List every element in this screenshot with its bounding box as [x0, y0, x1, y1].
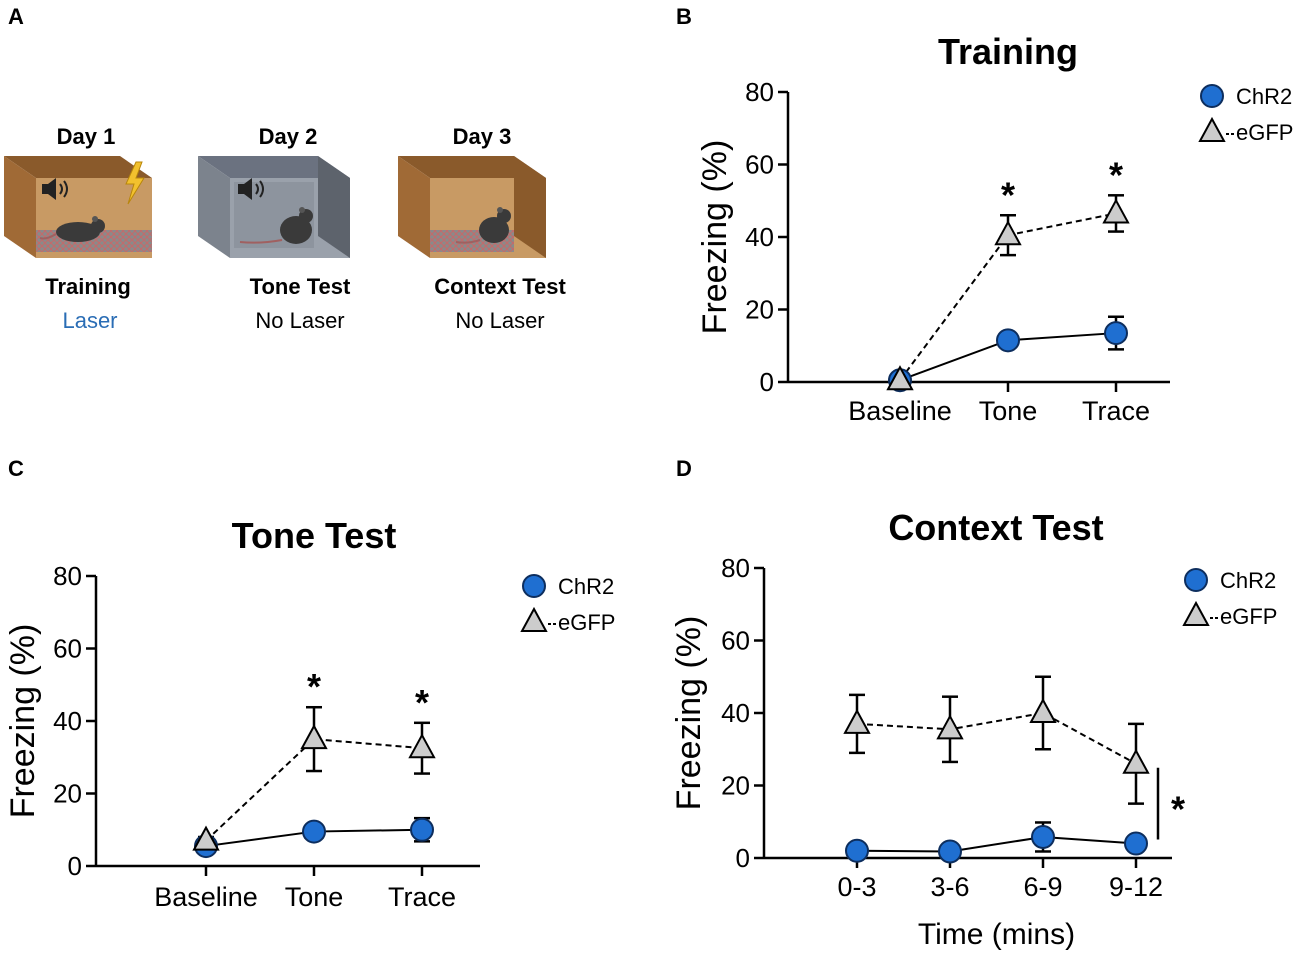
- context-test-chamber: [398, 156, 546, 258]
- x-axis-label: Time (mins): [918, 918, 1075, 951]
- legend-marker-egfp: [1182, 600, 1210, 626]
- y-tick-label: 60: [721, 626, 750, 656]
- legend-marker-egfp: [520, 606, 548, 632]
- panel-label-d: D: [676, 456, 692, 481]
- phase-context-test: Context Test: [434, 274, 566, 299]
- x-tick-label: Trace: [1082, 396, 1150, 426]
- x-tick-label: Trace: [388, 882, 456, 912]
- legend-label-egfp: eGFP: [558, 610, 615, 635]
- data-point-chr2: [996, 328, 1020, 353]
- x-tick-label: Tone: [285, 882, 344, 912]
- phase-training: Training: [45, 274, 131, 299]
- y-tick-label: 0: [760, 367, 774, 397]
- y-axis-label: Freezing (%): [4, 624, 42, 819]
- data-point-egfp: [886, 365, 914, 391]
- mouse-icon: [455, 207, 511, 244]
- panel-label-b: B: [676, 4, 692, 29]
- legend-label-chr2: ChR2: [1236, 84, 1292, 109]
- x-tick-label: 6-9: [1023, 872, 1062, 902]
- x-tick-label: 0-3: [837, 872, 876, 902]
- day-3-title: Day 3: [453, 124, 512, 149]
- series-line-egfp: [856, 711, 1137, 765]
- data-point-chr2: [1031, 824, 1055, 849]
- y-axis-label: Freezing (%): [670, 616, 708, 811]
- speaker-icon: [42, 178, 68, 200]
- data-point-egfp: [1029, 697, 1057, 723]
- data-point-chr2: [845, 838, 869, 863]
- chart-training: Training Freezing (%) 0 20 40 60 80 Baseline Ton…: [696, 31, 1293, 426]
- data-point-chr2: [410, 817, 434, 842]
- y-tick-label: 40: [745, 222, 774, 252]
- data-point-egfp: [1122, 748, 1150, 774]
- significance-star: *: [1001, 174, 1015, 215]
- significance-star: *: [307, 666, 321, 707]
- phase-tone-test: Tone Test: [250, 274, 351, 299]
- y-tick-label: 20: [745, 295, 774, 325]
- significance-star: *: [1109, 154, 1123, 195]
- laser-day-3: No Laser: [455, 308, 544, 333]
- y-tick-label: 0: [736, 843, 750, 873]
- y-tick-label: 60: [53, 634, 82, 664]
- y-tick-label: 0: [68, 851, 82, 881]
- data-point-egfp: [408, 733, 436, 759]
- data-point-chr2: [1124, 831, 1148, 856]
- y-tick-label: 80: [53, 561, 82, 591]
- mouse-icon: [39, 216, 105, 242]
- laser-day-1: Laser: [62, 308, 117, 333]
- x-tick-label: 3-6: [930, 872, 969, 902]
- data-point-chr2: [302, 819, 326, 844]
- schematic: Day 1 Day 2 Day 3: [4, 124, 566, 333]
- data-point-egfp: [936, 714, 964, 740]
- chart-tone-test: Tone Test Freezing (%) 0 20 40 60 80 Baseline To…: [4, 515, 615, 912]
- legend-marker-chr2: [522, 574, 546, 598]
- data-point-chr2: [1104, 321, 1128, 346]
- legend-label-chr2: ChR2: [1220, 568, 1276, 593]
- x-tick-label: 9-12: [1109, 872, 1163, 902]
- laser-day-2: No Laser: [255, 308, 344, 333]
- series-line-chr2: [856, 835, 1137, 853]
- x-tick-label: Baseline: [154, 882, 258, 912]
- significance-star: *: [415, 682, 429, 723]
- training-chamber: [4, 156, 152, 258]
- y-tick-label: 20: [53, 779, 82, 809]
- y-tick-label: 80: [745, 77, 774, 107]
- data-point-egfp: [843, 708, 871, 734]
- chart-title: Context Test: [888, 507, 1103, 548]
- data-point-chr2: [938, 839, 962, 864]
- y-tick-label: 20: [721, 771, 750, 801]
- chart-title: Training: [938, 31, 1078, 72]
- legend-marker-chr2: [1200, 84, 1224, 108]
- chart-context-test: Context Test Freezing (%) 0 20 40 60 80 0-3 3-6 6…: [670, 507, 1277, 951]
- data-point-egfp: [994, 220, 1022, 246]
- tone-test-chamber: [198, 156, 350, 258]
- x-tick-label: Baseline: [848, 396, 952, 426]
- x-tick-label: Tone: [979, 396, 1038, 426]
- legend-label-chr2: ChR2: [558, 574, 614, 599]
- legend-marker-egfp: [1198, 116, 1226, 142]
- chart-title: Tone Test: [232, 515, 397, 556]
- legend-marker-chr2: [1184, 568, 1208, 592]
- data-point-egfp: [1102, 198, 1130, 224]
- y-tick-label: 60: [745, 150, 774, 180]
- data-point-egfp: [300, 724, 328, 750]
- mouse-icon: [239, 207, 313, 244]
- significance-star: *: [1171, 789, 1185, 830]
- y-tick-label: 40: [721, 698, 750, 728]
- panel-label-c: C: [8, 456, 24, 481]
- panel-label-a: A: [8, 4, 24, 29]
- lightning-icon: [125, 161, 145, 205]
- series-line-egfp: [205, 738, 423, 842]
- y-tick-label: 80: [721, 553, 750, 583]
- y-axis-label: Freezing (%): [696, 140, 734, 335]
- speaker-icon: [238, 178, 264, 200]
- legend-label-egfp: eGFP: [1236, 120, 1293, 145]
- y-tick-label: 40: [53, 706, 82, 736]
- day-1-title: Day 1: [57, 124, 116, 149]
- data-point-egfp: [192, 825, 220, 851]
- day-2-title: Day 2: [259, 124, 318, 149]
- legend-label-egfp: eGFP: [1220, 604, 1277, 629]
